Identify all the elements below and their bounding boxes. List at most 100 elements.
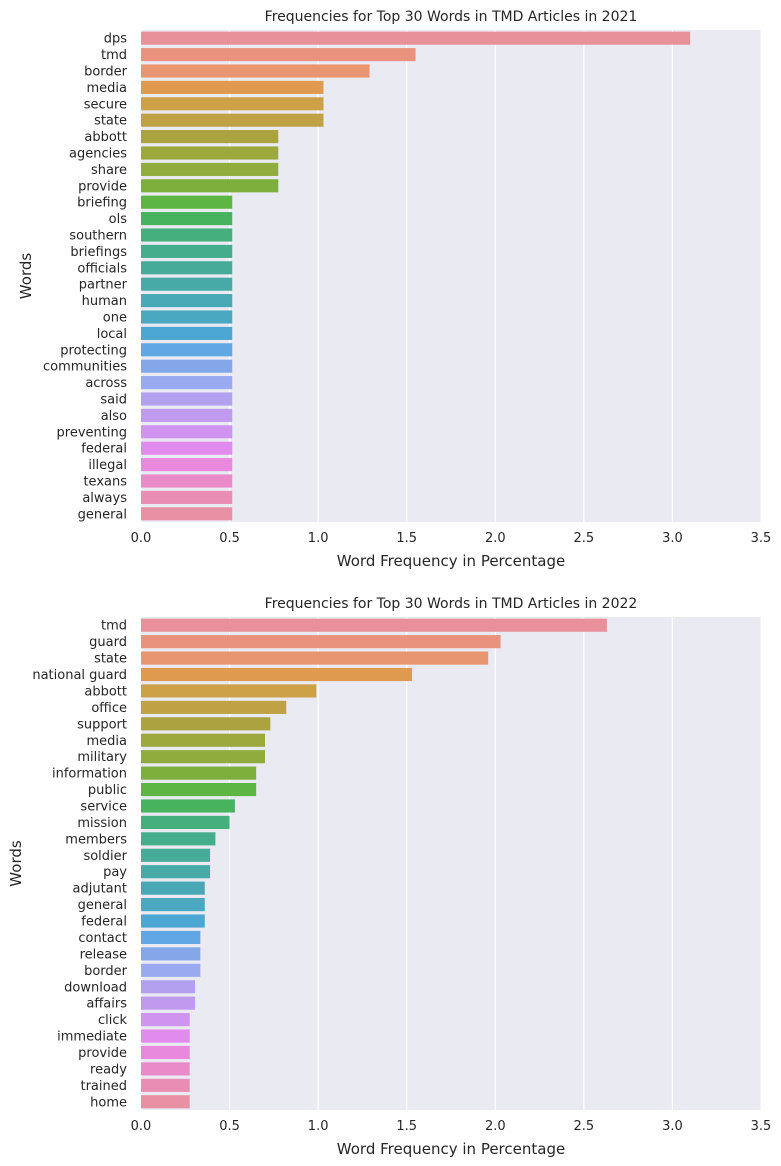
y-tick-label: office [91, 701, 127, 716]
y-tick-label: southern [69, 229, 127, 244]
bar-trained [141, 1078, 190, 1092]
y-tick-label: partner [79, 278, 128, 293]
bar-tmd [141, 48, 416, 62]
bar-texans [141, 474, 233, 488]
y-tick-label: general [78, 898, 127, 913]
x-tick-label: 2.0 [485, 1119, 506, 1134]
y-tick-label: ols [109, 212, 128, 227]
x-tick-label: 1.0 [308, 531, 329, 546]
bar-dps [141, 31, 691, 45]
y-tick-label: across [85, 376, 127, 391]
y-tick-label: home [90, 1095, 127, 1110]
bar-share [141, 162, 279, 176]
y-tick-label: public [88, 783, 127, 798]
x-tick-label: 1.5 [396, 531, 417, 546]
y-tick-label: mission [77, 816, 127, 831]
bar-communities [141, 359, 233, 373]
bar-said [141, 392, 233, 406]
bar-support [141, 717, 271, 731]
y-tick-label: members [65, 832, 127, 847]
y-tick-label: border [84, 65, 128, 80]
y-tick-label: briefings [70, 245, 127, 260]
y-tick-label: tmd [101, 48, 127, 63]
y-tick-label: secure [84, 97, 127, 112]
y-tick-label: officials [77, 261, 127, 276]
y-tick-label: preventing [57, 425, 127, 440]
bar-pay [141, 865, 211, 879]
bar-federal [141, 914, 205, 928]
bar-always [141, 490, 233, 504]
bar-members [141, 832, 216, 846]
y-tick-label: release [80, 947, 127, 962]
bar-ready [141, 1062, 190, 1076]
bar-preventing [141, 425, 233, 439]
bar-human [141, 294, 233, 308]
x-tick-label: 3.5 [751, 1119, 772, 1134]
y-axis-label: Words [7, 840, 25, 887]
bar-media [141, 80, 324, 94]
bar-secure [141, 97, 324, 111]
y-tick-label: support [77, 717, 127, 732]
bar-state [141, 113, 324, 127]
x-tick-label: 2.0 [485, 531, 506, 546]
y-tick-label: general [78, 507, 127, 522]
bar-general [141, 898, 205, 912]
x-axis-label: Word Frequency in Percentage [337, 552, 565, 570]
x-tick-label: 0.5 [219, 531, 240, 546]
x-tick-label: 1.0 [308, 1119, 329, 1134]
y-tick-label: soldier [83, 849, 127, 864]
bar-ols [141, 212, 233, 226]
y-tick-label: abbott [84, 684, 127, 699]
y-tick-label: local [97, 327, 127, 342]
y-tick-label: click [98, 1013, 128, 1028]
y-tick-label: trained [80, 1079, 127, 1094]
y-tick-label: state [94, 114, 127, 129]
y-tick-label: agencies [69, 147, 127, 162]
bar-office [141, 700, 287, 714]
y-tick-label: one [103, 311, 127, 326]
bar-southern [141, 228, 233, 242]
bar-protecting [141, 343, 233, 357]
y-tick-label: guard [89, 635, 127, 650]
bar-abbott [141, 684, 317, 698]
bar-abbott [141, 130, 279, 144]
plot-area [141, 617, 761, 1110]
y-tick-label: texans [83, 475, 127, 490]
bar-mission [141, 815, 230, 829]
x-tick-label: 3.0 [662, 1119, 683, 1134]
bar-public [141, 782, 257, 797]
y-tick-label: ready [90, 1062, 127, 1077]
bar-download [141, 980, 196, 994]
x-tick-label: 0.0 [131, 1119, 152, 1134]
plot-area [141, 30, 761, 522]
x-tick-label: 2.5 [574, 531, 595, 546]
bar-partner [141, 277, 233, 291]
x-tick-label: 0.5 [219, 1119, 240, 1134]
bar-general [141, 507, 233, 521]
y-tick-label: provide [78, 179, 127, 194]
bar-immediate [141, 1029, 190, 1043]
y-tick-label: tmd [101, 619, 127, 634]
bar-tmd [141, 618, 607, 632]
bar-service [141, 799, 235, 813]
bar-illegal [141, 458, 233, 472]
bar-provide [141, 179, 279, 193]
bar-media [141, 733, 265, 747]
y-tick-label: abbott [84, 130, 127, 145]
y-tick-label: always [82, 491, 127, 506]
bar-border [141, 963, 201, 977]
bar-click [141, 1013, 190, 1027]
y-tick-label: contact [78, 931, 127, 946]
y-tick-label: also [101, 409, 127, 424]
y-axis-label: Words [17, 253, 35, 300]
x-tick-label: 2.5 [574, 1119, 595, 1134]
bar-national-guard [141, 667, 413, 682]
chart-title: Frequencies for Top 30 Words in TMD Arti… [265, 596, 638, 612]
bar-across [141, 376, 233, 390]
bar-information [141, 766, 257, 780]
y-tick-label: media [87, 734, 128, 749]
bar-agencies [141, 146, 279, 160]
bar-release [141, 947, 201, 961]
